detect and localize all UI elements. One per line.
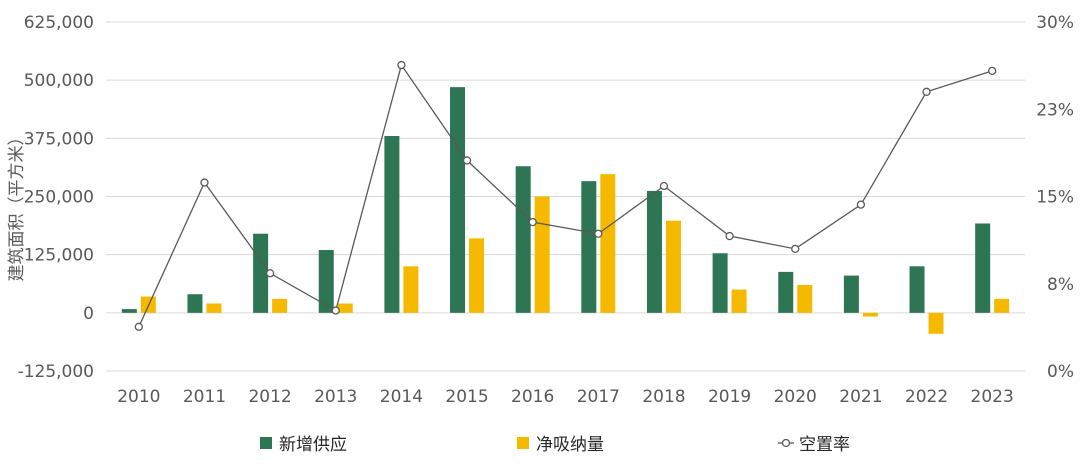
- vacancy-point: [659, 181, 669, 191]
- bar-absorption: [534, 196, 550, 313]
- legend-swatch: [517, 437, 529, 449]
- left-tick-label: 250,000: [24, 188, 94, 208]
- x-tick-label: 2022: [905, 387, 948, 407]
- legend-label: 空置率: [799, 435, 850, 455]
- bars: [121, 87, 1010, 334]
- bar-absorption: [665, 220, 681, 313]
- vacancy-point: [134, 322, 143, 331]
- left-tick-label: 625,000: [24, 13, 94, 33]
- bar-absorption: [469, 238, 485, 313]
- vacancy-point: [856, 200, 866, 209]
- x-tick-label: 2014: [380, 387, 423, 407]
- x-tick-label: 2023: [971, 387, 1014, 407]
- x-tick-label: 2017: [577, 387, 620, 407]
- x-tick-label: 2021: [839, 387, 882, 407]
- left-tick-label: 125,000: [24, 246, 94, 266]
- bar-supply: [712, 253, 728, 313]
- right-axis: 30% 23% 15% 8% 0%: [1036, 13, 1074, 382]
- bar-supply: [253, 233, 269, 313]
- vacancy-point: [200, 178, 209, 187]
- legend-label: 新增供应: [279, 435, 347, 455]
- legend-marker: [781, 438, 791, 448]
- bar-supply: [975, 223, 991, 313]
- bar-supply: [646, 190, 662, 313]
- x-tick-label: 2011: [183, 387, 226, 407]
- left-tick-label: 375,000: [24, 129, 94, 149]
- x-tick-label: 2019: [708, 387, 751, 407]
- vacancy-point: [462, 156, 472, 165]
- y-axis-label: 建筑面积（平方米）: [7, 129, 27, 282]
- bar-absorption: [337, 303, 353, 313]
- left-tick-label: -125,000: [18, 362, 94, 382]
- vacancy-line-path: [138, 63, 993, 328]
- bar-absorption: [272, 298, 288, 313]
- gridlines: [106, 21, 1025, 372]
- bar-absorption: [600, 174, 616, 313]
- bar-absorption: [403, 266, 419, 313]
- bar-supply: [843, 275, 859, 313]
- x-tick-label: 2016: [511, 387, 554, 407]
- bar-supply: [909, 266, 925, 313]
- vacancy-point: [988, 66, 997, 76]
- bar-absorption: [797, 284, 813, 313]
- left-axis: 625,000 500,000 375,000 250,000 125,000 0 -125…: [18, 13, 94, 382]
- bar-supply: [318, 250, 334, 313]
- vacancy-point: [594, 229, 603, 238]
- right-tick-label: 30%: [1036, 13, 1074, 33]
- right-tick-label: 15%: [1036, 188, 1074, 208]
- vacancy-point: [725, 231, 734, 241]
- right-tick-label: 8%: [1047, 275, 1074, 295]
- bar-supply: [187, 294, 203, 313]
- x-tick-label: 2012: [248, 387, 291, 407]
- x-axis: 2010 2011 2012 2013 2014 2015 2016 2017 2018 2019…: [117, 387, 1014, 407]
- bar-supply: [450, 87, 466, 313]
- vacancy-point: [265, 269, 275, 278]
- bar-absorption: [928, 312, 944, 334]
- x-tick-label: 2010: [117, 387, 160, 407]
- right-tick-label: 23%: [1036, 100, 1074, 120]
- vacancy-point: [528, 217, 537, 227]
- vacancy-point: [331, 306, 340, 315]
- vacancy-line: [134, 60, 997, 331]
- bar-supply: [581, 181, 597, 313]
- legend-swatch: [260, 437, 272, 449]
- bar-absorption: [994, 298, 1010, 313]
- bar-absorption: [862, 312, 878, 317]
- legend: 新增供应 净吸纳量 空置率: [260, 435, 850, 455]
- vacancy-point: [791, 244, 800, 254]
- x-tick-label: 2015: [445, 387, 488, 407]
- x-tick-label: 2020: [774, 387, 817, 407]
- legend-label: 净吸纳量: [536, 435, 604, 455]
- bar-supply: [121, 309, 137, 313]
- x-tick-label: 2018: [642, 387, 685, 407]
- left-tick-label: 0: [83, 304, 94, 324]
- right-tick-label: 0%: [1047, 362, 1074, 382]
- x-tick-label: 2013: [314, 387, 357, 407]
- vacancy-point: [922, 87, 931, 96]
- left-tick-label: 500,000: [24, 71, 94, 91]
- bar-supply: [515, 166, 531, 313]
- bar-supply: [384, 136, 400, 313]
- bar-absorption: [731, 289, 747, 313]
- bar-absorption: [206, 303, 222, 313]
- vacancy-point: [397, 60, 406, 70]
- bar-supply: [778, 271, 794, 313]
